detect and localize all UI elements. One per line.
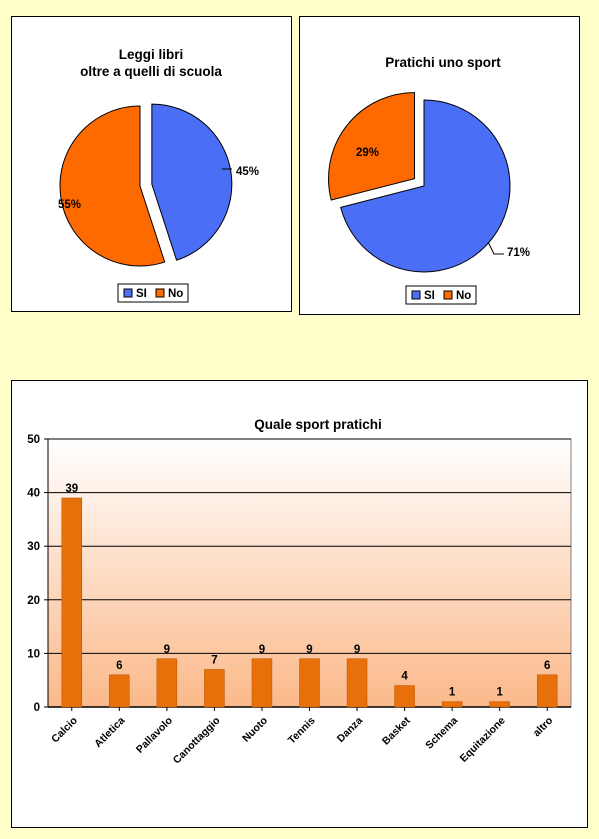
- pie-chart-sport: Pratichi uno sport 71% 29% SI No: [328, 55, 530, 305]
- legend-swatch-si: [123, 288, 133, 298]
- x-category-label: Danza: [335, 715, 365, 745]
- legend-label-si: SI: [424, 290, 435, 302]
- pie-slice-si: [340, 99, 511, 273]
- bar-chart-sports-panel: Quale sport pratichi 0 10 20 30 40 50 39 6 9 7 9 9…: [11, 380, 588, 828]
- pie-books-legend: SI No: [117, 283, 189, 303]
- pie-sport-title: Pratichi uno sport: [385, 55, 501, 70]
- y-tick-label: 20: [27, 595, 40, 607]
- y-tick-label: 50: [27, 434, 40, 446]
- bar-tennis: [299, 658, 320, 708]
- bar-danza: [346, 658, 368, 708]
- bar-calcio: [61, 497, 83, 708]
- bar-data-label: 9: [354, 644, 360, 656]
- bar-data-label: 9: [164, 644, 170, 656]
- bar-canottaggio: [204, 669, 225, 708]
- pie-chart-books-panel: Leggi libri oltre a quelli di scuola 45%…: [11, 16, 292, 312]
- y-tick-label: 40: [27, 488, 40, 500]
- pie-chart-sport-panel: Pratichi uno sport 71% 29% SI No: [299, 16, 580, 315]
- bar-data-label: 1: [496, 687, 503, 699]
- legend-swatch-no: [155, 288, 165, 298]
- pie-label-si: 71%: [507, 247, 530, 259]
- bar-data-label: 9: [306, 644, 312, 656]
- x-category-label: Equitazione: [458, 715, 508, 765]
- y-tick-label: 0: [34, 702, 40, 714]
- bar-schema: [441, 701, 463, 708]
- pie-leader-line: [487, 241, 504, 255]
- x-category-label: Atletica: [92, 715, 127, 750]
- x-category-label: altro: [531, 715, 556, 740]
- legend-box: [405, 285, 477, 305]
- pie-chart-books: Leggi libri oltre a quelli di scuola 45%…: [58, 47, 259, 303]
- bar-data-label: 39: [65, 483, 78, 495]
- x-category-label: Schema: [423, 715, 460, 752]
- pie-label-si: 45%: [236, 166, 259, 178]
- x-category-label: Calcio: [49, 715, 80, 746]
- bar-atletica: [109, 674, 130, 708]
- bar-data-label: 4: [401, 671, 408, 683]
- legend-swatch-si: [411, 290, 421, 300]
- y-tick-label: 30: [27, 541, 40, 553]
- x-category-label: Basket: [380, 714, 413, 747]
- legend-swatch-no: [443, 290, 453, 300]
- pie-label-no: 55%: [58, 199, 81, 211]
- x-category-label: Tennis: [286, 715, 318, 747]
- legend-label-si: SI: [136, 288, 147, 300]
- legend-label-no: No: [168, 288, 183, 300]
- bar-data-label: 6: [116, 660, 122, 672]
- legend-box: [117, 283, 189, 303]
- pie-label-no: 29%: [356, 147, 379, 159]
- legend-label-no: No: [456, 290, 471, 302]
- x-category-label: Canottaggio: [171, 715, 223, 767]
- bar-chart-title: Quale sport pratichi: [254, 417, 382, 432]
- pie-slice-no: [328, 92, 416, 201]
- bar-equitazione: [489, 701, 510, 708]
- pie-books-title-line1: Leggi libri: [119, 47, 184, 62]
- y-tick-label: 10: [27, 648, 40, 660]
- bar-data-label: 6: [544, 660, 550, 672]
- bar-chart-sports: Quale sport pratichi 0 10 20 30 40 50 39 6 9 7 9 9…: [27, 417, 572, 767]
- bar-pallavolo: [156, 658, 178, 708]
- pie-slice-si: [151, 103, 233, 261]
- bar-data-label: 7: [211, 654, 217, 666]
- pie-slice-no: [59, 105, 166, 267]
- bar-basket: [394, 685, 415, 708]
- bar-data-label: 1: [449, 687, 456, 699]
- x-category-label: Pallavolo: [134, 715, 175, 756]
- bar-altro: [536, 674, 558, 708]
- bar-data-label: 9: [259, 644, 265, 656]
- pie-sport-legend: SI No: [405, 285, 477, 305]
- pie-books-title-line2: oltre a quelli di scuola: [80, 64, 222, 79]
- bar-nuoto: [251, 658, 273, 708]
- x-category-label: Nuoto: [240, 715, 270, 745]
